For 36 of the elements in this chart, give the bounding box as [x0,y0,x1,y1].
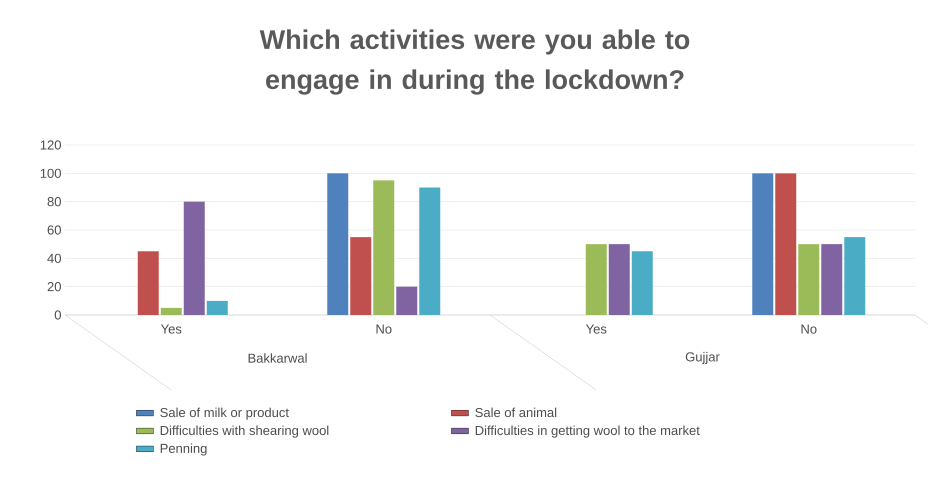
bar [632,251,653,315]
bar [752,173,774,315]
bar [350,237,372,315]
bar [586,244,607,315]
x-tick-label: Yes [160,324,182,334]
y-tick-label: 60 [48,225,61,235]
legend-label: Difficulties with shearing wool [160,426,328,438]
y-tick-label: 20 [48,282,61,292]
chart-title: Which activities were you able to engage in during the lockdown? [260,29,690,95]
bar [184,202,205,315]
bar [138,251,159,315]
text: Gujjar [686,352,720,364]
bar [844,237,866,315]
bar [160,308,182,315]
bar [396,286,418,315]
bar [419,188,440,315]
x-tick-label: No [802,324,817,334]
y-tick-label: 120 [40,140,61,150]
text: Bakkarwal [248,353,307,363]
bar [608,244,630,315]
y-tick-label: 80 [48,197,61,206]
legend-label: Sale of animal [475,408,556,418]
bar [327,173,348,315]
bar [775,173,796,315]
bar [821,244,842,315]
y-tick-label: 100 [40,168,61,178]
x-tick-label: Yes [586,324,606,334]
bar [206,300,228,315]
legend-label: Penning [160,443,207,456]
bar [373,180,394,315]
y-tick-label: 0 [54,310,61,320]
y-tick-label: 40 [47,254,61,263]
legend-label: Difficulties in getting wool to the market [476,426,700,438]
bar [798,244,820,315]
legend-label: Sale of milk or product [160,408,289,420]
x-tick-label: No [376,324,392,334]
